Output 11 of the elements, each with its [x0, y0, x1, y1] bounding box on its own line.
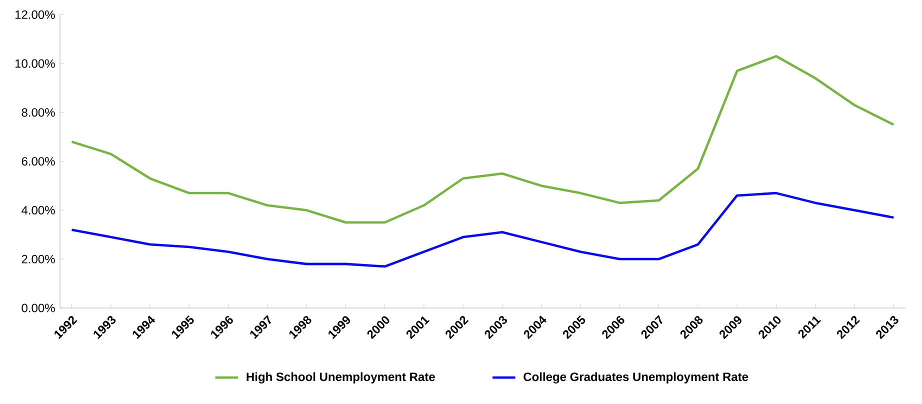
- y-tick-label: 2.00%: [22, 254, 55, 264]
- legend-label: High School Unemployment Rate: [246, 372, 435, 384]
- y-tick-label: 6.00%: [22, 157, 55, 166]
- y-tick-label: 12.00%: [16, 10, 55, 19]
- line-series: [70, 55, 895, 224]
- legend-label: College Graduates Unemployment Rate: [524, 372, 748, 384]
- line-series: [70, 192, 895, 268]
- y-tick-label: 4.00%: [22, 206, 55, 214]
- y-tick-label: 0.00%: [22, 304, 55, 312]
- y-tick-label: 10.00%: [16, 59, 55, 68]
- y-tick-label: 8.00%: [22, 108, 55, 117]
